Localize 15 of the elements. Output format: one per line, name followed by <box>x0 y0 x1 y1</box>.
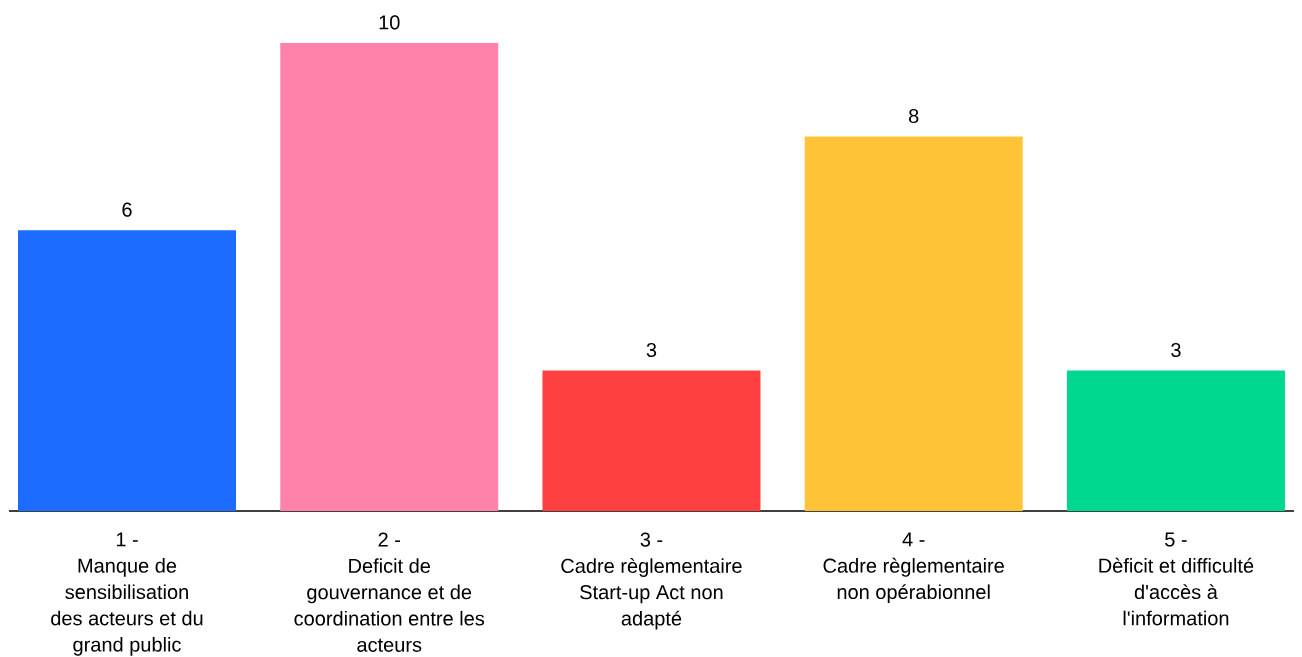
bar <box>1066 370 1285 511</box>
x-tick-label: 1 - Manque de sensibilisation des acteurs et du grand public <box>51 532 203 656</box>
x-tick-label: 5 - Dèficit et difficulté d'accès à l'information <box>1099 532 1254 626</box>
bar <box>280 43 499 511</box>
data-label: 6 <box>122 202 132 217</box>
data-label: 3 <box>646 342 657 358</box>
bar <box>542 370 761 511</box>
data-label: 10 <box>379 15 400 30</box>
bar <box>804 136 1023 511</box>
bar <box>18 230 237 511</box>
x-tick-label: 3 - Cadre règlementaire Start-up Act non adapté <box>561 532 742 630</box>
x-tick-label: 2 - Deficit de gouvernance et de coordination entre les acteurs <box>294 532 485 652</box>
data-label: 3 <box>1171 342 1181 358</box>
data-label: 8 <box>909 108 919 124</box>
x-tick-label: 4 - Cadre règlementaire non opérabionnel <box>823 532 1004 604</box>
